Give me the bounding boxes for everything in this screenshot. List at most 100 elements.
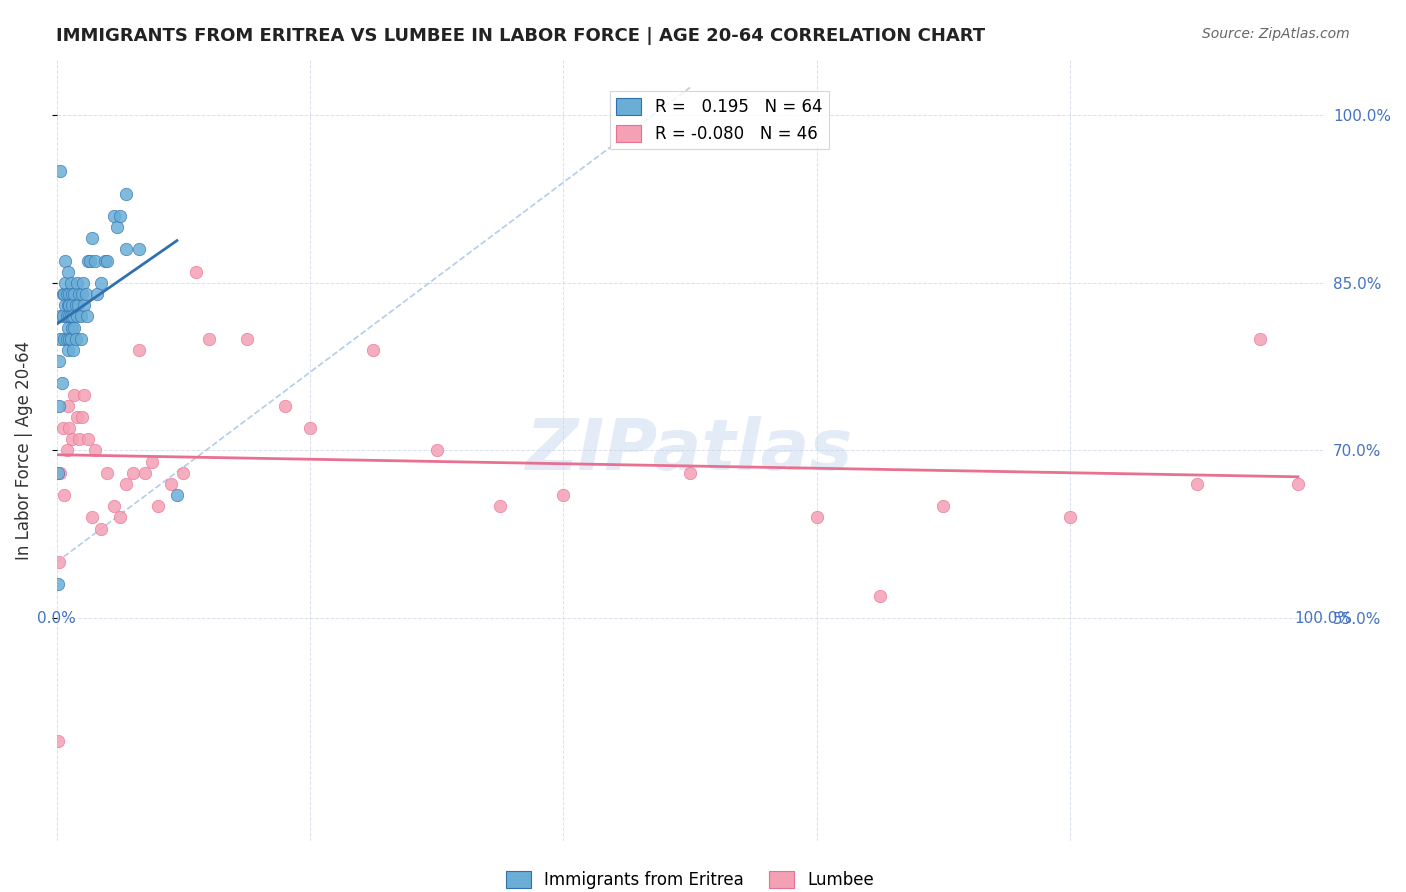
Lumbee [489, 500, 512, 514]
Immigrants from Eritrea [48, 354, 70, 368]
Lumbee [70, 409, 93, 424]
Immigrants from Eritrea [69, 310, 91, 324]
Lumbee [869, 589, 891, 603]
Lumbee [96, 466, 118, 480]
Immigrants from Eritrea [62, 310, 84, 324]
Immigrants from Eritrea [55, 310, 77, 324]
Immigrants from Eritrea [66, 276, 89, 290]
Lumbee [67, 432, 90, 446]
Lumbee [361, 343, 384, 357]
Immigrants from Eritrea [53, 287, 76, 301]
Lumbee [77, 432, 100, 446]
Immigrants from Eritrea [59, 276, 82, 290]
Immigrants from Eritrea [51, 376, 73, 391]
Lumbee [121, 466, 143, 480]
Lumbee [108, 510, 131, 524]
Lumbee [141, 455, 163, 469]
Lumbee [273, 399, 295, 413]
Immigrants from Eritrea [128, 243, 150, 257]
Immigrants from Eritrea [80, 231, 103, 245]
Lumbee [128, 343, 150, 357]
Immigrants from Eritrea [93, 253, 115, 268]
Lumbee [1286, 477, 1309, 491]
Immigrants from Eritrea [52, 310, 75, 324]
Immigrants from Eritrea [60, 298, 83, 312]
Immigrants from Eritrea [59, 332, 82, 346]
Lumbee [90, 522, 112, 536]
Lumbee [115, 477, 138, 491]
Immigrants from Eritrea [46, 466, 69, 480]
Immigrants from Eritrea [63, 287, 86, 301]
Immigrants from Eritrea [62, 343, 84, 357]
Immigrants from Eritrea [55, 287, 77, 301]
Immigrants from Eritrea [56, 298, 79, 312]
Immigrants from Eritrea [46, 577, 69, 591]
Immigrants from Eritrea [86, 287, 108, 301]
Lumbee [298, 421, 321, 435]
Lumbee [46, 734, 69, 748]
Immigrants from Eritrea [79, 253, 101, 268]
Immigrants from Eritrea [96, 253, 118, 268]
Lumbee [426, 443, 449, 458]
Lumbee [48, 555, 70, 569]
Immigrants from Eritrea [59, 310, 82, 324]
Immigrants from Eritrea [52, 287, 75, 301]
Text: 0.0%: 0.0% [37, 611, 76, 625]
Lumbee [49, 466, 72, 480]
Immigrants from Eritrea [76, 310, 98, 324]
Lumbee [1059, 510, 1081, 524]
Lumbee [73, 387, 96, 401]
Immigrants from Eritrea [49, 332, 72, 346]
Lumbee [932, 500, 955, 514]
Immigrants from Eritrea [65, 298, 87, 312]
Immigrants from Eritrea [115, 186, 138, 201]
Immigrants from Eritrea [166, 488, 188, 502]
Immigrants from Eritrea [48, 399, 70, 413]
Lumbee [134, 466, 156, 480]
Immigrants from Eritrea [75, 287, 97, 301]
Immigrants from Eritrea [60, 320, 83, 334]
Immigrants from Eritrea [66, 310, 89, 324]
Immigrants from Eritrea [103, 209, 125, 223]
Immigrants from Eritrea [55, 332, 77, 346]
Immigrants from Eritrea [67, 298, 90, 312]
Lumbee [60, 432, 83, 446]
Immigrants from Eritrea [65, 332, 87, 346]
Immigrants from Eritrea [72, 276, 94, 290]
Lumbee [146, 500, 169, 514]
Lumbee [83, 443, 105, 458]
Lumbee [52, 421, 75, 435]
Lumbee [1185, 477, 1208, 491]
Lumbee [197, 332, 219, 346]
Immigrants from Eritrea [115, 243, 138, 257]
Immigrants from Eritrea [49, 164, 72, 178]
Immigrants from Eritrea [58, 310, 80, 324]
Immigrants from Eritrea [70, 287, 93, 301]
Lumbee [172, 466, 194, 480]
Text: ZIPatlas: ZIPatlas [526, 416, 853, 485]
Lumbee [63, 387, 86, 401]
Immigrants from Eritrea [83, 253, 105, 268]
Immigrants from Eritrea [77, 253, 100, 268]
Lumbee [66, 409, 89, 424]
Lumbee [679, 466, 702, 480]
Lumbee [80, 510, 103, 524]
Lumbee [103, 500, 125, 514]
Immigrants from Eritrea [56, 343, 79, 357]
Immigrants from Eritrea [58, 332, 80, 346]
Immigrants from Eritrea [49, 310, 72, 324]
Lumbee [1249, 332, 1271, 346]
Y-axis label: In Labor Force | Age 20-64: In Labor Force | Age 20-64 [15, 341, 32, 560]
Legend: R =   0.195   N = 64, R = -0.080   N = 46: R = 0.195 N = 64, R = -0.080 N = 46 [610, 91, 828, 149]
Immigrants from Eritrea [60, 287, 83, 301]
Immigrants from Eritrea [56, 265, 79, 279]
Lumbee [58, 421, 80, 435]
Immigrants from Eritrea [53, 332, 76, 346]
Text: 100.0%: 100.0% [1295, 611, 1353, 625]
Immigrants from Eritrea [56, 320, 79, 334]
Lumbee [159, 477, 181, 491]
Lumbee [56, 399, 79, 413]
Lumbee [53, 488, 76, 502]
Immigrants from Eritrea [69, 332, 91, 346]
Text: IMMIGRANTS FROM ERITREA VS LUMBEE IN LABOR FORCE | AGE 20-64 CORRELATION CHART: IMMIGRANTS FROM ERITREA VS LUMBEE IN LAB… [56, 27, 986, 45]
